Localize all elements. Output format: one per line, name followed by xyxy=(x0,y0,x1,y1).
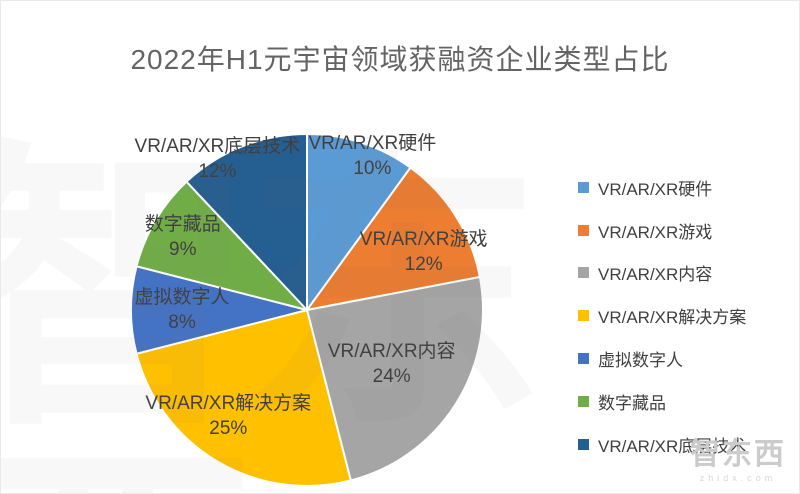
slice-label-5: 虚拟数字人 8% xyxy=(134,286,230,333)
legend-label: 数字藏品 xyxy=(598,393,666,413)
legend-swatch-icon xyxy=(578,267,589,279)
pie-slice-5 xyxy=(130,265,308,355)
slice-label-7: VR/AR/XR底层技术 12% xyxy=(134,135,301,182)
chart-title: 2022年H1元宇宙领域获融资企业类型占比 xyxy=(130,44,670,75)
legend-swatch-icon xyxy=(578,310,589,322)
legend-swatch-icon xyxy=(578,353,589,365)
legend-label: 虚拟数字人 xyxy=(598,351,683,371)
legend-label: VR/AR/XR内容 xyxy=(598,265,713,285)
legend-item-3: VR/AR/XR内容 xyxy=(578,252,746,295)
pie-slice-3 xyxy=(306,276,484,482)
slice-label-1: VR/AR/XR硬件 10% xyxy=(308,133,437,180)
legend-item-7: VR/AR/XR底层技术 xyxy=(578,423,746,466)
legend-item-4: VR/AR/XR解决方案 xyxy=(578,294,746,337)
legend-label: VR/AR/XR底层技术 xyxy=(598,436,747,456)
pie-slice-7 xyxy=(185,133,308,311)
pie-slice-1 xyxy=(306,133,412,311)
pie-slice-4 xyxy=(135,309,352,487)
legend-swatch-icon xyxy=(578,395,589,407)
legend-item-6: 数字藏品 xyxy=(578,380,746,423)
slice-label-6: 数字藏品 9% xyxy=(144,213,221,260)
legend-item-2: VR/AR/XR游戏 xyxy=(578,209,746,252)
slice-label-4: VR/AR/XR解决方案 25% xyxy=(145,392,312,439)
legend: VR/AR/XR硬件 VR/AR/XR游戏 VR/AR/XR内容 VR/AR/XR解决… xyxy=(578,166,746,466)
legend-label: VR/AR/XR硬件 xyxy=(598,179,713,199)
pie-slice-6 xyxy=(135,180,308,311)
slice-label-2: VR/AR/XR游戏 12% xyxy=(359,229,488,276)
legend-item-1: VR/AR/XR硬件 xyxy=(578,166,746,209)
legend-swatch-icon xyxy=(578,181,589,193)
legend-swatch-icon xyxy=(578,438,589,450)
legend-item-5: 虚拟数字人 xyxy=(578,337,746,380)
legend-swatch-icon xyxy=(578,224,589,236)
slice-label-3: VR/AR/XR内容 24% xyxy=(327,340,456,387)
legend-label: VR/AR/XR解决方案 xyxy=(598,308,747,328)
pie-slice-2 xyxy=(306,166,481,311)
legend-label: VR/AR/XR游戏 xyxy=(598,222,713,242)
